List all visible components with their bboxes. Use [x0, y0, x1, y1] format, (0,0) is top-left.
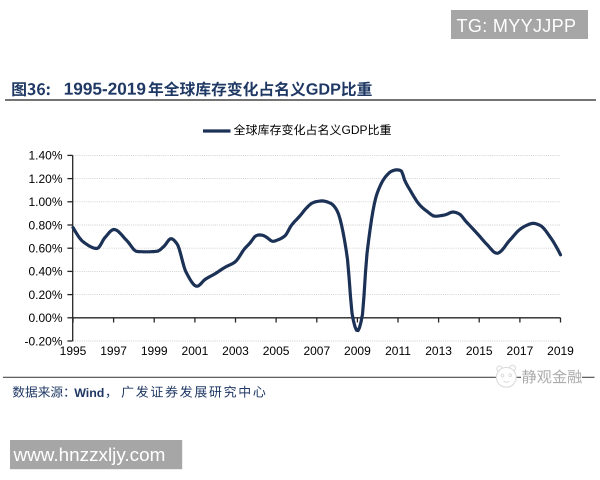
svg-text:2007: 2007 — [303, 344, 330, 358]
svg-text:2013: 2013 — [425, 344, 452, 358]
svg-text:1.00%: 1.00% — [28, 195, 62, 209]
svg-text:0.20%: 0.20% — [28, 288, 62, 302]
svg-text:2005: 2005 — [263, 344, 290, 358]
svg-text:Wind: Wind — [74, 386, 104, 400]
svg-text:1997: 1997 — [100, 344, 127, 358]
svg-text:GDP: GDP — [342, 123, 368, 137]
svg-text:TG: MYYJJPP: TG: MYYJJPP — [457, 16, 577, 36]
svg-text:-0.20%: -0.20% — [24, 334, 62, 348]
svg-text:0.80%: 0.80% — [28, 218, 62, 232]
svg-text:2003: 2003 — [222, 344, 249, 358]
svg-text:2019: 2019 — [547, 344, 574, 358]
svg-text:0.00%: 0.00% — [28, 311, 62, 325]
svg-text:2015: 2015 — [466, 344, 493, 358]
svg-text:1.20%: 1.20% — [28, 172, 62, 186]
svg-text:1999: 1999 — [141, 344, 168, 358]
svg-text:2017: 2017 — [507, 344, 534, 358]
svg-text:2009: 2009 — [344, 344, 371, 358]
svg-text:0.60%: 0.60% — [28, 242, 62, 256]
svg-text:1.40%: 1.40% — [28, 149, 62, 163]
svg-text:www.hnzzxljy.com: www.hnzzxljy.com — [13, 445, 166, 466]
svg-text:2011: 2011 — [385, 344, 411, 358]
svg-text:0.40%: 0.40% — [28, 265, 62, 279]
svg-text:1995: 1995 — [60, 344, 87, 358]
svg-text:2001: 2001 — [182, 344, 209, 358]
